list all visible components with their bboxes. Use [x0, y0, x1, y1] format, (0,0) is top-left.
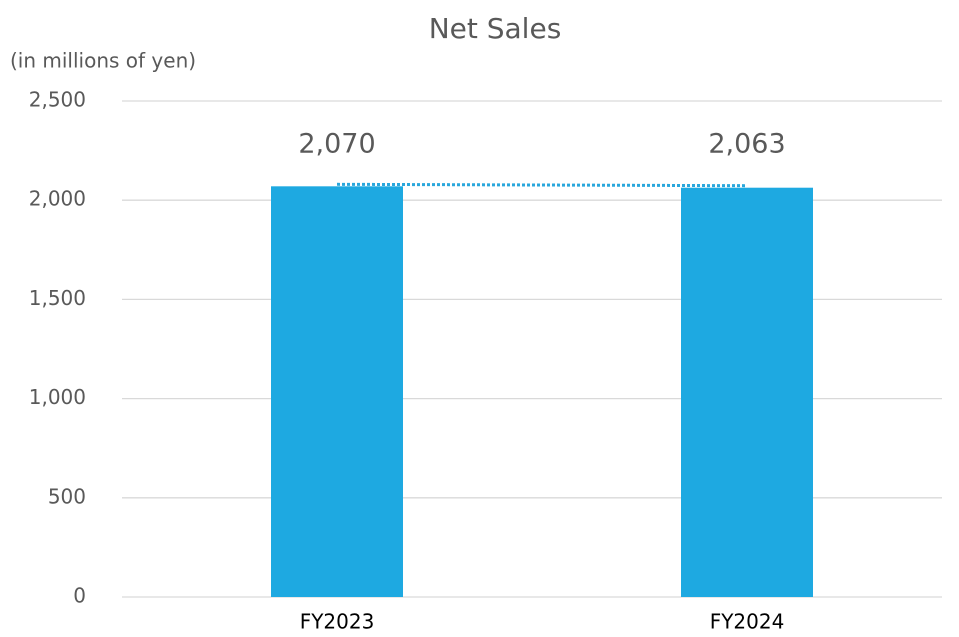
y-tick-label: 1,500 — [29, 286, 86, 310]
bar — [271, 186, 403, 597]
data-label: 2,070 — [298, 129, 375, 160]
y-tick-label: 2,500 — [29, 88, 86, 112]
connector-line — [336, 182, 748, 188]
x-tick-label: FY2023 — [300, 610, 375, 634]
y-tick-label: 0 — [73, 584, 86, 608]
data-label: 2,063 — [708, 129, 785, 160]
chart-title: Net Sales — [429, 12, 562, 45]
x-tick-label: FY2024 — [710, 610, 785, 634]
y-tick-label: 1,000 — [29, 385, 86, 409]
y-axis-label: (in millions of yen) — [10, 49, 196, 73]
bar — [681, 187, 813, 597]
y-tick-label: 2,000 — [29, 187, 86, 211]
y-tick-label: 500 — [48, 484, 86, 508]
